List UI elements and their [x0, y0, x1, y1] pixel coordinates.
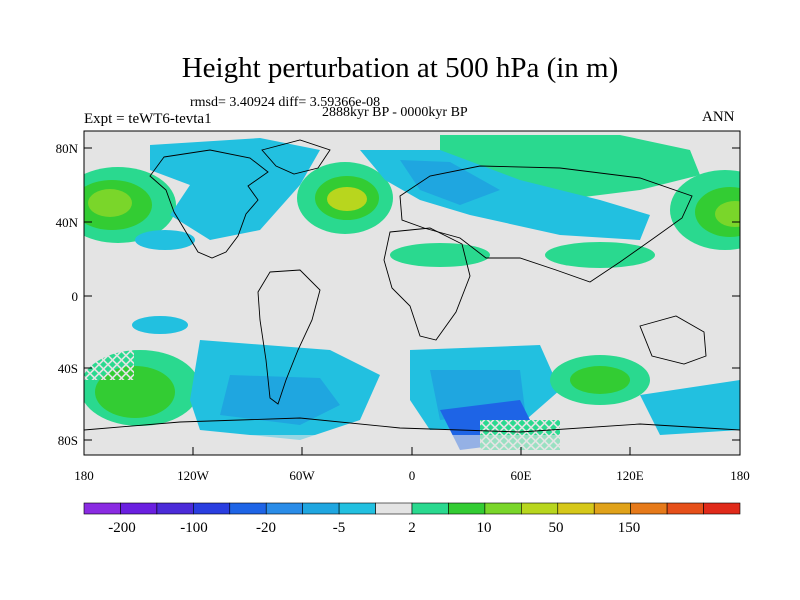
- map-title: Height perturbation at 500 hPa (in m): [181, 52, 619, 84]
- colorbar-label: 50: [549, 520, 564, 536]
- lat-tick-label: 80N: [56, 141, 79, 156]
- colorbar-swatch: [666, 502, 704, 515]
- lat-tick-labels: 80N 40N 0 40S 80S: [56, 141, 79, 448]
- lon-tick-label: 0: [409, 468, 416, 483]
- colorbar-swatch: [83, 502, 121, 515]
- colorbar-swatch: [448, 502, 486, 515]
- colorbar-label: -200: [108, 520, 136, 536]
- australia-coast: [639, 315, 707, 365]
- greenland-coast: [261, 139, 331, 175]
- coastlines: [84, 139, 740, 433]
- colorbar-label: -20: [256, 520, 276, 536]
- colorbar-swatch: [521, 502, 559, 515]
- lat-tick-label: 0: [72, 289, 79, 304]
- negative-anomaly-s-atlantic-west-core: [220, 375, 340, 425]
- colorbar-label: 150: [618, 520, 641, 536]
- colorbar-swatch: [229, 502, 267, 515]
- polar-band: [84, 435, 740, 455]
- colorbar-swatch: [703, 502, 741, 515]
- stats-text: rmsd= 3.40924 diff= 3.59366e-08: [190, 95, 381, 110]
- colorbar-swatch: [193, 502, 231, 515]
- colorbar-label: 10: [477, 520, 492, 536]
- antarctica-coast: [84, 417, 740, 433]
- negative-anomaly-canada: [150, 138, 320, 240]
- positive-anomaly-ne-pacific-max: [715, 201, 740, 227]
- negative-anomaly-tropical-pacific: [132, 316, 188, 334]
- season-label: ANN: [702, 109, 735, 125]
- colorbar-swatch: [156, 502, 194, 515]
- significance-hatch-sw: [84, 350, 134, 380]
- colorbar-swatch: [411, 502, 449, 515]
- colorbar-label: -5: [333, 520, 346, 536]
- period-label: 2888kyr BP - 0000kyr BP: [322, 105, 468, 120]
- colorbar-swatch: [630, 502, 668, 515]
- lat-tick-label: 40S: [58, 361, 78, 376]
- lon-tick-label: 180: [730, 468, 750, 483]
- colorbar-labels: -200 -100 -20 -5 2 10 50 150: [108, 520, 640, 536]
- colorbar-label: 2: [408, 520, 416, 536]
- lon-tick-label: 120E: [616, 468, 644, 483]
- positive-anomaly-nw-pacific-max: [88, 189, 132, 217]
- colorbar-label: -100: [180, 520, 208, 536]
- lon-tick-label: 120W: [177, 468, 210, 483]
- experiment-label: Expt = teWT6-tevta1: [84, 111, 212, 127]
- lat-tick-marks: [84, 147, 740, 441]
- negative-anomaly-europe-core: [400, 160, 500, 205]
- south-america-coast: [257, 269, 321, 405]
- colorbar-swatch: [302, 502, 340, 515]
- lon-tick-label: 180: [74, 468, 94, 483]
- colorbar-swatch: [265, 502, 303, 515]
- colorbar-swatch: [593, 502, 631, 515]
- lon-tick-label: 60E: [511, 468, 532, 483]
- colorbar-swatch: [484, 502, 522, 515]
- north-america-coast: [149, 149, 269, 259]
- eurasia-coast: [399, 165, 693, 283]
- lat-tick-label: 40N: [56, 215, 79, 230]
- contour-field: [84, 135, 740, 455]
- colorbar-swatch: [338, 502, 376, 515]
- lon-tick-marks: [83, 447, 741, 455]
- colorbar-swatch: [375, 502, 413, 515]
- lon-tick-label: 60W: [289, 468, 315, 483]
- lon-tick-labels: 180 120W 60W 0 60E 120E 180: [74, 468, 750, 483]
- negative-anomaly-s-pacific-east: [640, 380, 740, 435]
- positive-anomaly-asia: [545, 242, 655, 268]
- africa-coast: [383, 227, 471, 341]
- colorbar-swatch: [557, 502, 595, 515]
- negative-anomaly-pacific-small: [135, 230, 195, 250]
- lat-tick-label: 80S: [58, 433, 78, 448]
- colorbar-swatch: [120, 502, 158, 515]
- positive-anomaly-north-africa: [390, 243, 490, 267]
- positive-anomaly-s-indian-core: [570, 366, 630, 394]
- colorbar: [83, 502, 741, 515]
- positive-anomaly-n-atlantic-max: [327, 187, 367, 211]
